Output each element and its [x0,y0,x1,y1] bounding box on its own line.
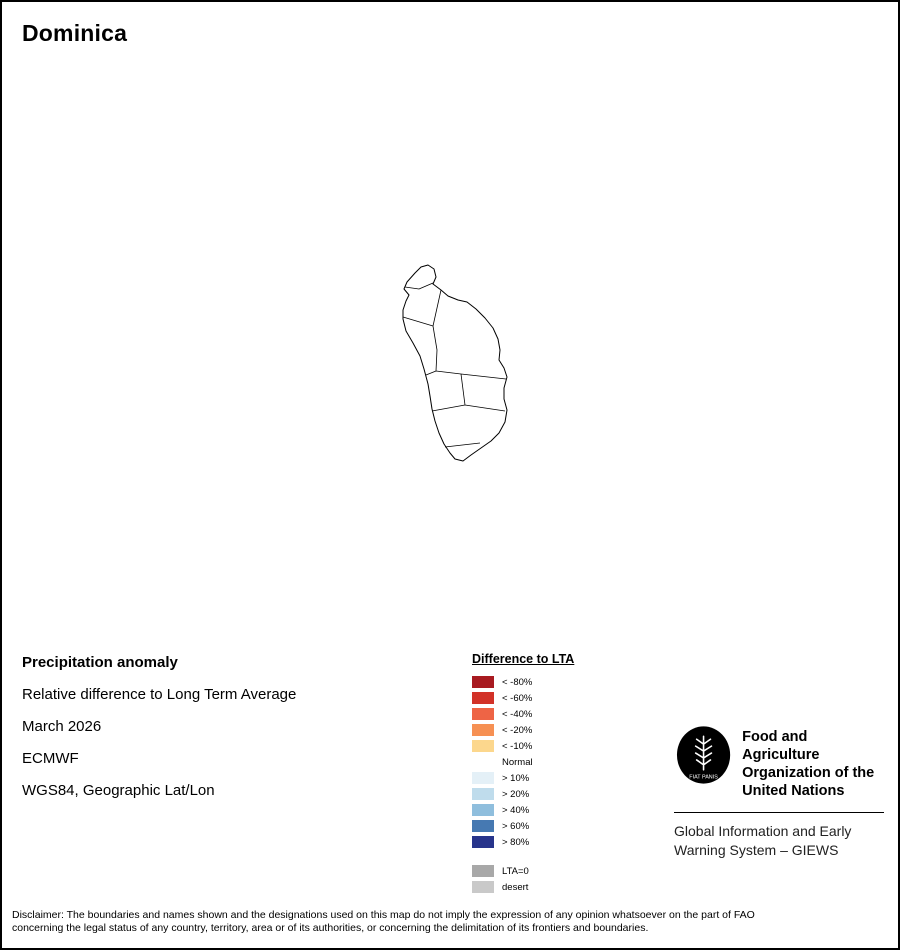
legend-row: Normal [472,754,574,770]
map-info-block: Precipitation anomaly Relative differenc… [22,654,296,814]
fao-emblem-motto: FIAT PANIS [689,775,718,781]
legend-label: < -40% [502,708,533,720]
info-line-source: ECMWF [22,750,79,767]
legend-swatch [472,865,494,877]
legend-label: < -20% [502,724,533,736]
legend-row: desert [472,879,574,895]
legend-row: > 10% [472,770,574,786]
legend-row: > 40% [472,802,574,818]
dominica-map [402,264,508,462]
legend-gap [472,850,574,863]
legend-swatch [472,788,494,800]
fao-org-name: Food and Agriculture Organization of the… [742,724,886,800]
fao-org-line1: Food and Agriculture [742,729,820,763]
legend-swatch [472,804,494,816]
legend-label: > 60% [502,820,530,832]
legend-row: > 20% [472,786,574,802]
disclaimer-line1: Disclaimer: The boundaries and names sho… [12,909,755,921]
giews-line1: Global Information and Early [674,823,852,839]
legend-swatch [472,881,494,893]
parish-boundaries [402,282,507,448]
legend-swatch [472,692,494,704]
legend-swatch [472,724,494,736]
legend-row: < -10% [472,738,574,754]
disclaimer-line2: concerning the legal status of any count… [12,922,649,934]
legend-row: < -40% [472,706,574,722]
legend-swatch [472,740,494,752]
info-line-date: March 2026 [22,718,102,735]
legend-label: Normal [502,756,533,768]
legend-row: < -20% [472,722,574,738]
legend-swatch [472,756,494,768]
legend-row: > 60% [472,818,574,834]
giews-line2: Warning System – GIEWS [674,842,839,858]
legend-swatch [472,820,494,832]
legend-label: desert [502,881,529,893]
legend-swatch [472,836,494,848]
legend-label: > 80% [502,836,530,848]
fao-org-line2: Organization of the [742,765,875,781]
disclaimer: Disclaimer: The boundaries and names sho… [12,909,892,935]
legend-row: > 80% [472,834,574,850]
info-heading: Precipitation anomaly [22,654,178,671]
legend-label: > 40% [502,804,530,816]
legend-title: Difference to LTA [472,652,575,666]
fao-block: FIAT PANIS Food and Agriculture Organiza… [674,724,886,860]
fao-divider [674,812,884,813]
info-line-subtitle: Relative difference to Long Term Average [22,686,297,703]
legend-label: > 10% [502,772,530,784]
legend-label: < -80% [502,676,533,688]
legend-label: LTA=0 [502,865,529,877]
legend-row: < -80% [472,674,574,690]
legend-label: > 20% [502,788,530,800]
legend-swatch [472,772,494,784]
legend: Difference to LTA < -80% < -60% < -40% <… [472,652,574,895]
legend-swatch [472,676,494,688]
giews-label: Global Information and Early Warning Sys… [674,822,886,860]
fao-header: FIAT PANIS Food and Agriculture Organiza… [674,724,886,800]
legend-row: LTA=0 [472,863,574,879]
info-line-projection: WGS84, Geographic Lat/Lon [22,782,215,799]
fao-emblem-icon: FIAT PANIS [676,726,731,784]
country-outline [402,264,508,462]
legend-label: < -60% [502,692,533,704]
legend-row: < -60% [472,690,574,706]
legend-label: < -10% [502,740,533,752]
legend-swatch [472,708,494,720]
fao-org-line3: United Nations [742,783,845,799]
page-title: Dominica [22,20,128,46]
